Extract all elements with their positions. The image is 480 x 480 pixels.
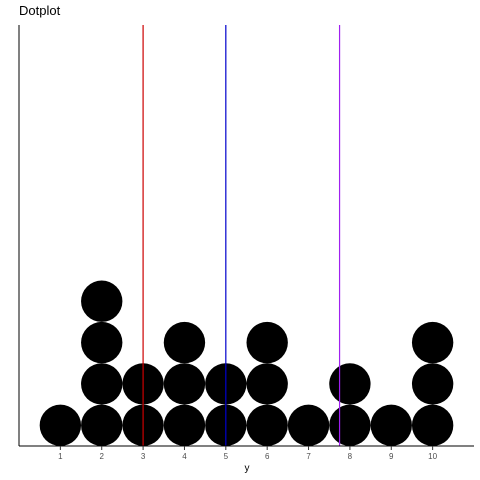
dot-x8-1 xyxy=(329,404,371,446)
dot-x2-4 xyxy=(81,280,123,322)
dots-layer xyxy=(39,280,454,446)
dot-x4-3 xyxy=(163,321,206,364)
x-tick-label-10: 10 xyxy=(428,452,437,461)
dot-x7-1 xyxy=(287,404,330,446)
x-tick-label-2: 2 xyxy=(100,452,105,461)
dot-x2-1 xyxy=(81,404,123,446)
x-tick-label-5: 5 xyxy=(224,452,229,461)
dot-x6-3 xyxy=(246,321,288,364)
dot-x4-2 xyxy=(163,363,206,405)
dot-x10-3 xyxy=(411,321,454,364)
dot-x2-2 xyxy=(81,363,123,405)
x-axis-ticks: 1 2 3 4 5 6 7 8 9 10 xyxy=(58,446,438,461)
reference-lines-layer xyxy=(142,25,341,446)
x-tick-label-1: 1 xyxy=(58,452,63,461)
dot-x1-1 xyxy=(39,404,82,446)
x-axis-label: y xyxy=(245,463,250,474)
x-tick-label-9: 9 xyxy=(389,452,394,461)
dot-x8-2 xyxy=(329,363,371,405)
x-tick-label-8: 8 xyxy=(348,452,353,461)
x-tick-label-3: 3 xyxy=(141,452,146,461)
dot-x9-1 xyxy=(370,404,412,446)
x-tick-label-6: 6 xyxy=(265,452,270,461)
x-tick-label-4: 4 xyxy=(182,452,187,461)
x-tick-label-7: 7 xyxy=(306,452,311,461)
dot-x10-2 xyxy=(411,363,454,405)
chart-title: Dotplot xyxy=(19,3,61,18)
dot-x10-1 xyxy=(411,404,454,446)
dot-x4-1 xyxy=(163,404,206,446)
dot-x6-1 xyxy=(246,404,288,446)
dot-x2-3 xyxy=(81,321,123,364)
dot-x6-2 xyxy=(246,363,288,405)
